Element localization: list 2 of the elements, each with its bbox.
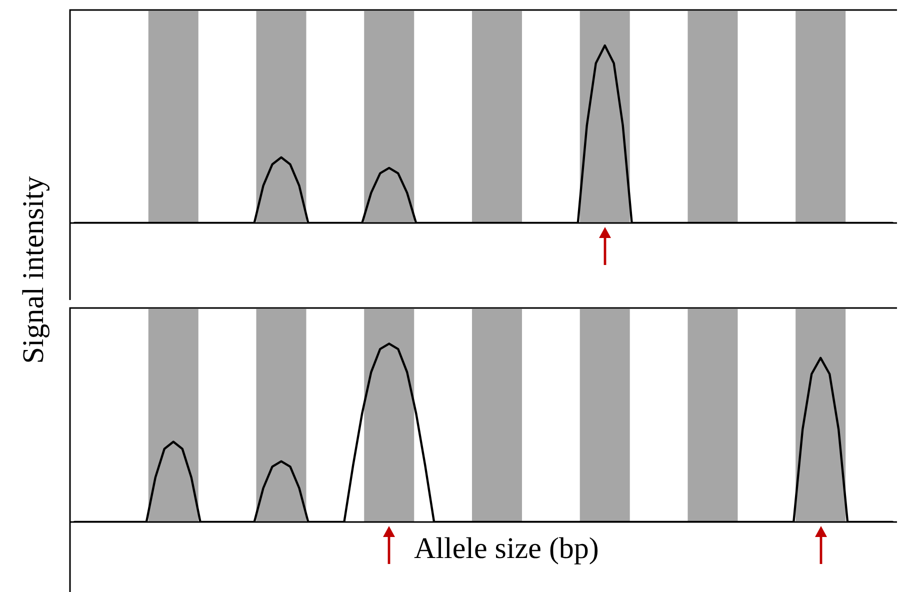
y-axis-title: Signal intensity: [17, 176, 51, 364]
x-axis-title: Allele size (bp): [414, 532, 599, 566]
